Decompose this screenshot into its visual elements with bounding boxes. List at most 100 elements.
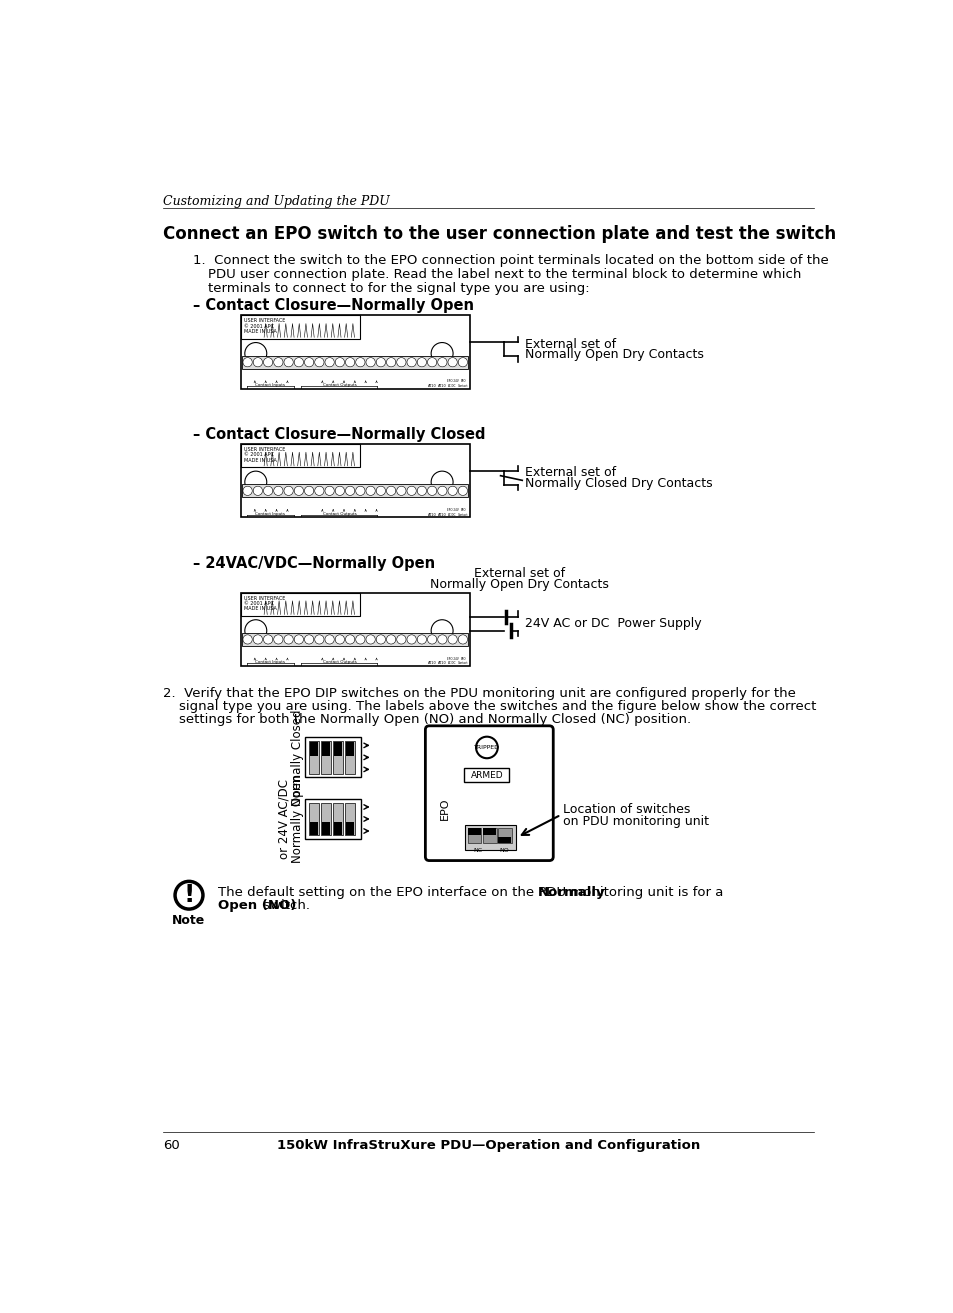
Circle shape bbox=[274, 486, 283, 495]
Circle shape bbox=[416, 634, 426, 645]
Circle shape bbox=[396, 357, 406, 366]
Circle shape bbox=[274, 357, 283, 366]
Circle shape bbox=[245, 620, 267, 642]
Text: ARMED: ARMED bbox=[470, 771, 502, 780]
Circle shape bbox=[284, 357, 293, 366]
Circle shape bbox=[375, 634, 385, 645]
Text: Customizing and Updating the PDU: Customizing and Updating the PDU bbox=[163, 194, 390, 207]
Circle shape bbox=[457, 357, 467, 366]
Bar bbox=[333, 742, 342, 773]
Text: Normally Open Dry Contacts: Normally Open Dry Contacts bbox=[430, 578, 609, 591]
Bar bbox=[242, 484, 468, 498]
Circle shape bbox=[366, 634, 375, 645]
Text: 2.  Verify that the EPO DIP switches on the PDU monitoring unit are configured p: 2. Verify that the EPO DIP switches on t… bbox=[163, 687, 796, 700]
Circle shape bbox=[345, 486, 355, 495]
Bar bbox=[465, 825, 516, 850]
Circle shape bbox=[274, 634, 283, 645]
Text: settings for both the Normally Open (NO) and Normally Closed (NC) position.: settings for both the Normally Open (NO)… bbox=[179, 713, 690, 726]
Text: AT10: AT10 bbox=[437, 512, 446, 516]
Text: Normally Closed Dry Contacts: Normally Closed Dry Contacts bbox=[524, 477, 712, 490]
Text: !: ! bbox=[183, 884, 194, 907]
Circle shape bbox=[431, 620, 453, 642]
Text: Contact Inputs: Contact Inputs bbox=[255, 512, 285, 516]
Text: EPO 24V
AC/DC: EPO 24V AC/DC bbox=[446, 656, 457, 666]
Text: 60: 60 bbox=[163, 1140, 180, 1153]
Text: or 24V AC/DC: or 24V AC/DC bbox=[276, 779, 290, 859]
Circle shape bbox=[263, 486, 273, 495]
Circle shape bbox=[355, 634, 365, 645]
Circle shape bbox=[431, 343, 453, 364]
Bar bbox=[305, 738, 360, 777]
Circle shape bbox=[416, 486, 426, 495]
Circle shape bbox=[386, 634, 395, 645]
Text: Normally Open Dry Contacts: Normally Open Dry Contacts bbox=[524, 348, 702, 361]
Text: Note: Note bbox=[172, 914, 206, 927]
Bar bbox=[309, 742, 318, 756]
Text: AT10: AT10 bbox=[437, 383, 446, 389]
Circle shape bbox=[407, 357, 416, 366]
Text: signal type you are using. The labels above the switches and the figure below sh: signal type you are using. The labels ab… bbox=[179, 700, 816, 713]
Circle shape bbox=[253, 634, 262, 645]
Circle shape bbox=[245, 343, 267, 364]
Circle shape bbox=[284, 486, 293, 495]
Circle shape bbox=[427, 634, 436, 645]
Bar bbox=[334, 822, 342, 835]
Text: switch.: switch. bbox=[258, 899, 310, 913]
Circle shape bbox=[437, 634, 447, 645]
Circle shape bbox=[253, 486, 262, 495]
Circle shape bbox=[314, 486, 324, 495]
Text: AT10: AT10 bbox=[428, 662, 436, 666]
Text: External set of: External set of bbox=[474, 567, 565, 580]
Text: Normally: Normally bbox=[537, 886, 605, 899]
Text: – Contact Closure—Normally Open: – Contact Closure—Normally Open bbox=[193, 298, 474, 314]
Text: External set of: External set of bbox=[524, 337, 615, 351]
Text: © 2001 APC: © 2001 APC bbox=[244, 453, 274, 457]
Text: Open (NO): Open (NO) bbox=[218, 899, 296, 913]
Circle shape bbox=[294, 486, 303, 495]
Circle shape bbox=[448, 357, 456, 366]
Circle shape bbox=[243, 357, 252, 366]
Circle shape bbox=[174, 881, 203, 909]
Bar bbox=[345, 742, 355, 756]
Text: USER INTERFACE: USER INTERFACE bbox=[244, 448, 285, 452]
Bar bbox=[241, 444, 469, 517]
Text: PDU user connection plate. Read the label next to the terminal block to determin: PDU user connection plate. Read the labe… bbox=[208, 268, 801, 281]
Text: 24V AC or DC  Power Supply: 24V AC or DC Power Supply bbox=[524, 617, 700, 630]
Circle shape bbox=[375, 486, 385, 495]
Bar bbox=[483, 829, 496, 835]
Circle shape bbox=[457, 634, 467, 645]
Bar bbox=[241, 592, 359, 616]
Text: EPO 24V
AC/DC: EPO 24V AC/DC bbox=[446, 379, 457, 389]
Circle shape bbox=[437, 486, 447, 495]
Bar bbox=[242, 633, 468, 646]
Text: Connect an EPO switch to the user connection plate and test the switch: Connect an EPO switch to the user connec… bbox=[163, 226, 836, 243]
Bar bbox=[241, 592, 469, 666]
Circle shape bbox=[431, 471, 453, 492]
Circle shape bbox=[325, 634, 334, 645]
Circle shape bbox=[335, 357, 344, 366]
FancyBboxPatch shape bbox=[425, 726, 553, 860]
Text: Location of switches: Location of switches bbox=[562, 804, 690, 815]
Text: Contact Outputs: Contact Outputs bbox=[323, 660, 356, 664]
Bar bbox=[321, 742, 330, 756]
Text: TRIPPED: TRIPPED bbox=[474, 744, 499, 750]
Circle shape bbox=[407, 486, 416, 495]
Circle shape bbox=[284, 634, 293, 645]
Bar bbox=[241, 315, 359, 339]
Text: © 2001 APC: © 2001 APC bbox=[244, 324, 274, 328]
Text: AT10: AT10 bbox=[437, 662, 446, 666]
Circle shape bbox=[335, 486, 344, 495]
Bar bbox=[309, 742, 318, 773]
Bar bbox=[321, 822, 330, 835]
Circle shape bbox=[243, 486, 252, 495]
Bar bbox=[305, 800, 360, 839]
Bar bbox=[497, 829, 511, 843]
Text: MADE IN USA: MADE IN USA bbox=[244, 458, 276, 463]
Circle shape bbox=[427, 486, 436, 495]
Text: – 24VAC/VDC—Normally Open: – 24VAC/VDC—Normally Open bbox=[193, 555, 435, 571]
Bar bbox=[498, 836, 511, 843]
Bar bbox=[468, 829, 480, 835]
Text: EPO 24V
AC/DC: EPO 24V AC/DC bbox=[446, 508, 457, 516]
Circle shape bbox=[476, 737, 497, 758]
Bar bbox=[309, 822, 318, 835]
